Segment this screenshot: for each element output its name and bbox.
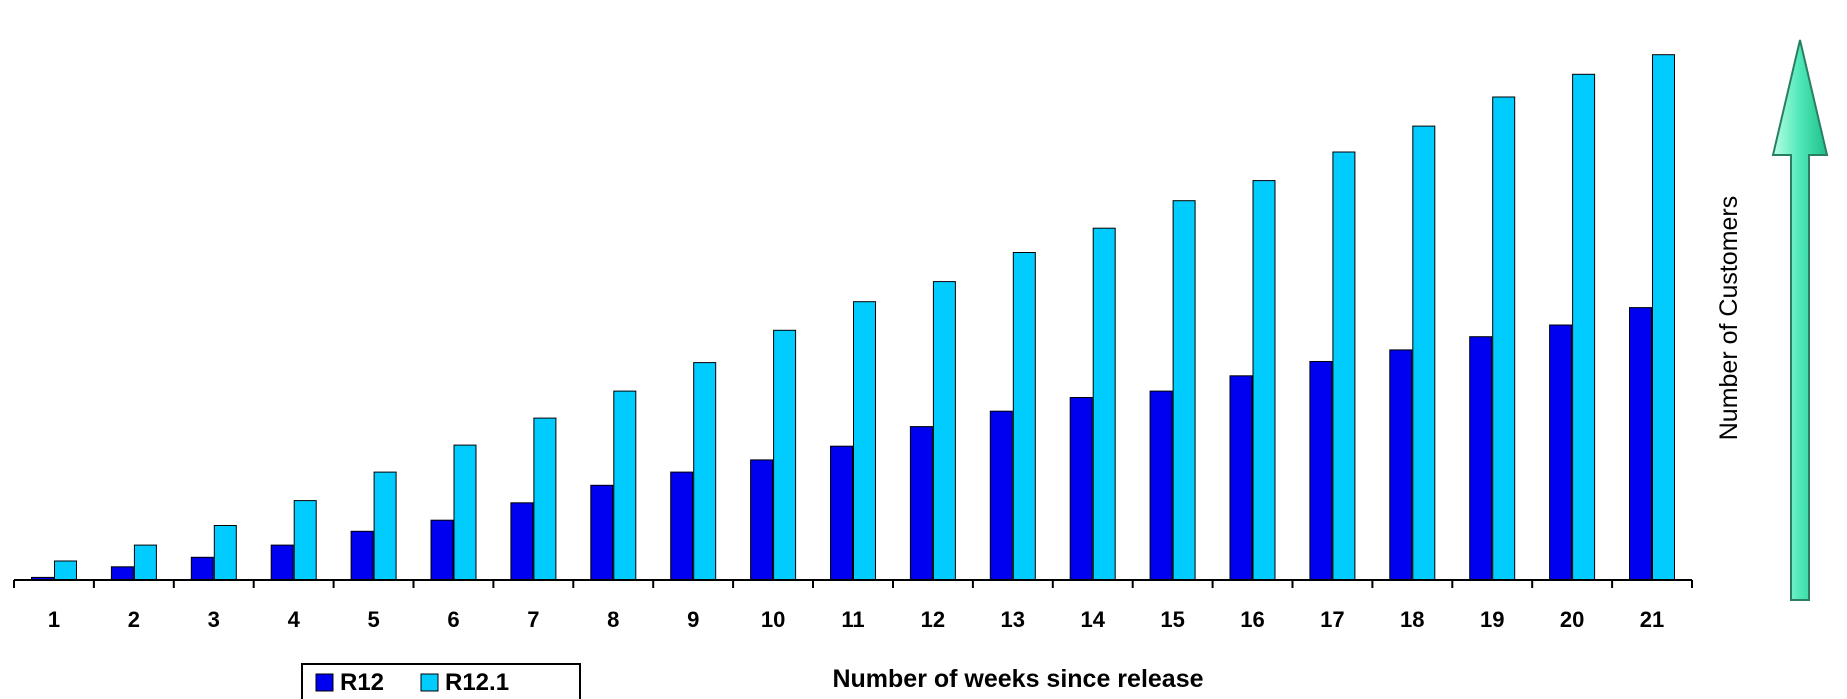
- x-tick-label-7: 7: [527, 607, 539, 632]
- bar-r12-1-week-19: [1492, 96, 1516, 581]
- bar-r12-week-18: [1389, 349, 1413, 581]
- bar-r12-1-week-21: [1652, 54, 1675, 581]
- x-tick-label-5: 5: [367, 607, 379, 632]
- x-tick-label-20: 20: [1560, 607, 1584, 632]
- x-tick-label-10: 10: [761, 607, 785, 632]
- bar-r12-week-2: [110, 566, 134, 581]
- bar-r12-week-11: [830, 445, 853, 581]
- bar-r12-1-week-13: [1012, 252, 1036, 581]
- bar-r12-1-week-12: [932, 281, 956, 581]
- bar-r12-week-19: [1469, 336, 1493, 581]
- bar-r12-1-week-20: [1572, 73, 1596, 581]
- bars-group: [31, 54, 1675, 581]
- x-tick-label-15: 15: [1160, 607, 1184, 632]
- legend-swatch-r12-1: [420, 673, 439, 692]
- bar-r12-1-week-8: [613, 390, 637, 581]
- bar-r12-week-15: [1149, 390, 1173, 581]
- bar-r12-1-week-4: [293, 500, 317, 581]
- bar-r12-week-20: [1549, 324, 1573, 581]
- x-tick-label-6: 6: [447, 607, 459, 632]
- bar-r12-week-7: [510, 502, 534, 581]
- bar-r12-week-16: [1229, 375, 1253, 581]
- bar-r12-week-21: [1629, 307, 1652, 581]
- legend-label-r12-1: R12.1: [445, 669, 509, 696]
- x-tick-label-2: 2: [128, 607, 140, 632]
- bar-r12-1-week-18: [1412, 125, 1436, 581]
- bar-r12-week-10: [750, 459, 774, 581]
- bar-r12-week-3: [190, 556, 214, 581]
- x-tick-label-17: 17: [1320, 607, 1344, 632]
- bar-r12-1-week-6: [453, 444, 477, 581]
- x-axis: [13, 579, 1693, 588]
- legend: R12 R12.1: [301, 663, 581, 699]
- bar-r12-1-week-7: [533, 417, 557, 581]
- bar-r12-1-week-1: [54, 560, 77, 581]
- bar-r12-1-week-10: [773, 329, 797, 581]
- bar-r12-week-14: [1069, 397, 1093, 581]
- bar-r12-1-week-2: [133, 544, 157, 581]
- bar-r12-week-5: [350, 530, 374, 581]
- x-tick-label-21: 21: [1640, 607, 1664, 632]
- bar-r12-week-17: [1309, 361, 1333, 581]
- bar-r12-1-week-16: [1252, 180, 1276, 581]
- x-tick-label-14: 14: [1080, 607, 1105, 632]
- x-tick-label-4: 4: [288, 607, 301, 632]
- bar-r12-1-week-17: [1332, 151, 1356, 581]
- bar-r12-1-week-14: [1092, 227, 1116, 581]
- x-tick-labels: 1 2 3 4 5 6 7 8 9 10 11 12 13 14 15 16 17 18 19 20 21: [48, 607, 1664, 632]
- x-tick-label-8: 8: [607, 607, 619, 632]
- bar-r12-1-week-3: [213, 525, 237, 581]
- bar-r12-1-week-5: [373, 471, 397, 581]
- x-tick-label-13: 13: [1001, 607, 1025, 632]
- x-tick-label-9: 9: [687, 607, 699, 632]
- bar-r12-1-week-9: [693, 362, 717, 581]
- x-tick-label-3: 3: [208, 607, 220, 632]
- x-tick-label-16: 16: [1240, 607, 1264, 632]
- bar-r12-week-12: [909, 426, 933, 581]
- legend-label-r12: R12: [340, 669, 384, 696]
- bar-r12-week-6: [430, 519, 454, 581]
- bar-r12-week-13: [989, 410, 1013, 581]
- bar-r12-1-week-11: [853, 301, 876, 581]
- x-tick-label-11: 11: [841, 607, 864, 632]
- legend-swatch-r12: [315, 673, 334, 692]
- x-tick-label-12: 12: [921, 607, 945, 632]
- x-tick-label-1: 1: [48, 607, 60, 632]
- y-axis-title: Number of Customers: [1715, 196, 1743, 441]
- legend-box: [301, 663, 581, 699]
- x-axis-title: Number of weeks since release: [832, 665, 1203, 693]
- bar-r12-week-4: [270, 544, 294, 581]
- x-tick-label-18: 18: [1400, 607, 1424, 632]
- bar-r12-week-9: [670, 471, 694, 581]
- y-axis-arrow-icon: [1771, 39, 1829, 601]
- bar-r12-week-8: [590, 484, 614, 581]
- x-tick-label-19: 19: [1480, 607, 1504, 632]
- bar-r12-1-week-15: [1172, 200, 1196, 581]
